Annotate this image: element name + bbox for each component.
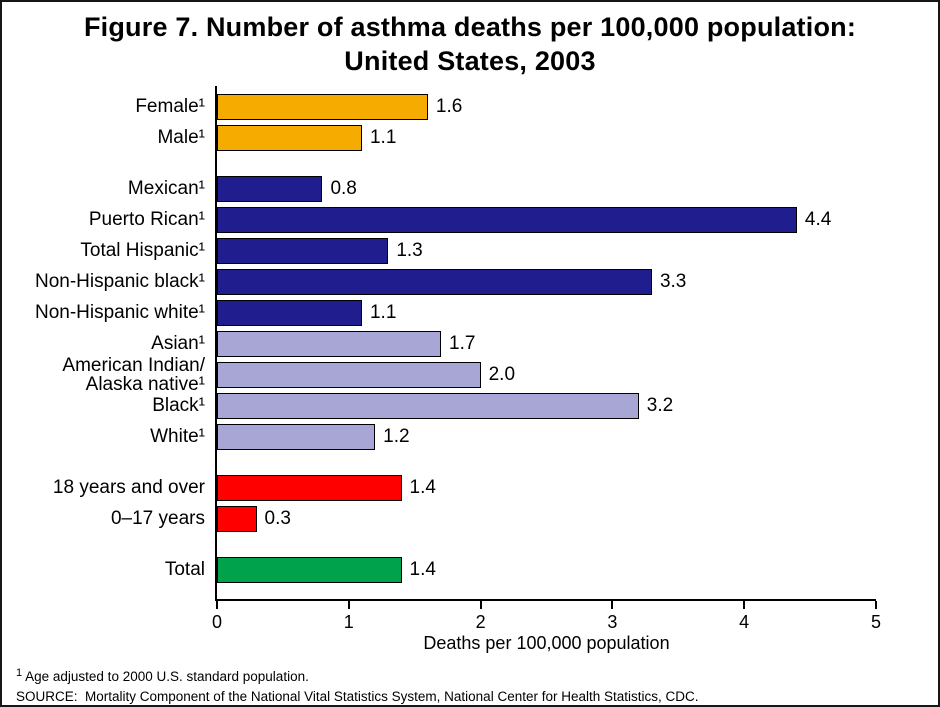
tick-mark <box>875 601 877 609</box>
tick-label: 2 <box>475 612 486 632</box>
category-label: Female¹ <box>135 96 205 117</box>
bar-cell: 1.1 <box>217 297 876 328</box>
bar-value-label: 1.1 <box>369 301 397 323</box>
bar-row: Asian¹ 1.7 <box>14 328 876 359</box>
category-label: Non-Hispanic black¹ <box>34 271 205 292</box>
category-label: 0–17 years <box>110 508 205 529</box>
bar-cell: 1.7 <box>217 328 876 359</box>
bar-value-label: 2.0 <box>488 363 516 385</box>
tick-label: 4 <box>739 612 750 632</box>
bar-value-label: 4.4 <box>804 208 832 230</box>
bar-value-label: 1.4 <box>409 558 436 580</box>
bar-cell: 1.4 <box>217 472 876 503</box>
bar-row: Female¹ 1.6 <box>14 91 876 122</box>
bar-row: American Indian/ Alaska native¹ 2.0 <box>14 356 876 394</box>
bar <box>217 361 481 388</box>
bar-value-label: 1.2 <box>383 425 410 447</box>
bar <box>217 330 442 357</box>
tick-label: 1 <box>343 612 354 632</box>
bar <box>217 237 389 264</box>
bar-value-label: 1.7 <box>449 332 476 354</box>
bar-cell: 1.2 <box>217 421 876 452</box>
category-label: White¹ <box>150 426 205 447</box>
tick-label: 3 <box>607 612 618 632</box>
bar-row: Male¹ 1.1 <box>14 122 876 153</box>
category-label: Black¹ <box>152 395 205 416</box>
bar <box>217 124 362 151</box>
bar-row: Black¹ 3.2 <box>14 390 876 421</box>
category-label: Male¹ <box>157 127 205 148</box>
bar-chart: Female¹ 1.6 Male¹ 1.1 Mexican¹ 0.8 Puerto Rica… <box>14 86 881 657</box>
bar-row: Mexican¹ 0.8 <box>14 173 876 204</box>
bar-cell: 4.4 <box>217 204 876 235</box>
bar-value-label: 3.3 <box>659 270 687 292</box>
bar-row: Puerto Rican¹ 4.4 <box>14 204 876 235</box>
bar-row: Non-Hispanic black¹ 3.3 <box>14 266 876 297</box>
bar-cell: 0.3 <box>217 503 876 534</box>
tick-mark <box>216 601 218 609</box>
footnote-source: SOURCE: Mortality Component of the Natio… <box>16 689 699 704</box>
category-label: 18 years and over <box>52 477 205 498</box>
bar-value-label: 3.2 <box>646 394 674 416</box>
bar <box>217 556 402 583</box>
category-label: Asian¹ <box>151 333 205 354</box>
bar <box>217 93 428 120</box>
bar <box>217 268 652 295</box>
footnote-marker: 1 <box>16 667 23 679</box>
bar-row: Total Hispanic¹ 1.3 <box>14 235 876 266</box>
bar <box>217 299 362 326</box>
bar <box>217 206 797 233</box>
y-axis-line <box>215 86 217 599</box>
bar-cell: 2.0 <box>217 359 876 390</box>
bar <box>217 423 376 450</box>
bar-cell: 1.6 <box>217 91 876 122</box>
bar-value-label: 0.8 <box>330 177 357 199</box>
bar-cell: 1.4 <box>217 554 876 585</box>
tick-mark <box>743 601 746 609</box>
category-label: Total Hispanic¹ <box>80 240 205 261</box>
bar-row: White¹ 1.2 <box>14 421 876 452</box>
bar <box>217 175 323 202</box>
figure-title: Figure 7. Number of asthma deaths per 10… <box>83 12 857 76</box>
bar-value-label: 1.1 <box>369 126 397 148</box>
tick-mark <box>347 601 350 609</box>
x-axis-line <box>215 599 876 601</box>
bar-value-label: 1.3 <box>396 239 423 261</box>
footnote-text: Age adjusted to 2000 U.S. standard popul… <box>25 669 309 684</box>
plot-area: Female¹ 1.6 Male¹ 1.1 Mexican¹ 0.8 Puerto Rica… <box>14 86 876 599</box>
footnote-age-adjusted: 1 Age adjusted to 2000 U.S. standard popu… <box>16 663 938 687</box>
bar <box>217 505 257 532</box>
bar-value-label: 0.3 <box>264 507 291 529</box>
footnotes: 1 Age adjusted to 2000 U.S. standard popu… <box>16 663 938 705</box>
tick-label: 0 <box>211 612 223 632</box>
category-label: Puerto Rican¹ <box>88 209 205 230</box>
bar <box>217 392 639 419</box>
category-label: American Indian/ Alaska native¹ <box>62 354 205 395</box>
bar-row: Total 1.4 <box>14 554 876 585</box>
category-label: Non-Hispanic white¹ <box>34 302 205 323</box>
bar-cell: 1.3 <box>217 235 876 266</box>
x-axis-title: Deaths per 100,000 population <box>423 633 670 653</box>
bar <box>217 474 402 501</box>
tick-label: 5 <box>870 612 882 632</box>
category-label: Total <box>164 559 205 580</box>
category-label: Mexican¹ <box>127 178 205 199</box>
bar-row: Non-Hispanic white¹ 1.1 <box>14 297 876 328</box>
bar-row: 18 years and over 1.4 <box>14 472 876 503</box>
bar-cell: 0.8 <box>217 173 876 204</box>
x-axis-ticks: 0 1 2 3 4 5 <box>212 601 881 633</box>
bar-cell: 3.2 <box>217 390 876 421</box>
bar-cell: 3.3 <box>217 266 876 297</box>
tick-mark <box>479 601 482 609</box>
bar-row: 0–17 years 0.3 <box>14 503 876 534</box>
bar-rows: Female¹ 1.6 Male¹ 1.1 Mexican¹ 0.8 Puerto Rica… <box>14 91 876 585</box>
bar-value-label: 1.4 <box>409 476 436 498</box>
bar-cell: 1.1 <box>217 122 876 153</box>
bar-value-label: 1.6 <box>435 95 463 117</box>
tick-mark <box>611 601 614 609</box>
